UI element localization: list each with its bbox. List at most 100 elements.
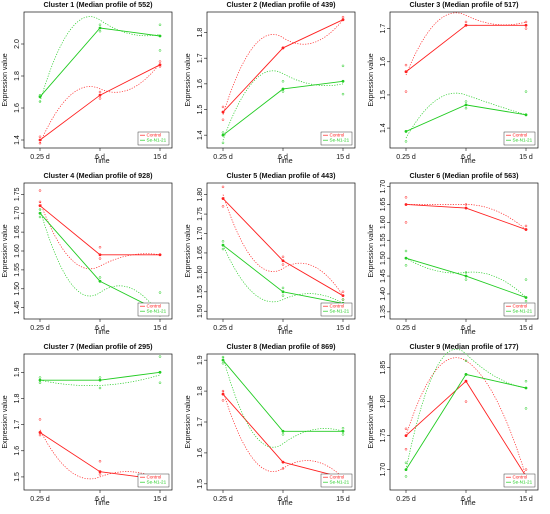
x-tick-label: 15 d [153,325,167,332]
replicate-point [38,418,42,421]
x-tick-label: 0.25 d [213,154,233,161]
y-axis-label: Expression value [368,53,375,106]
y-tick-label: 1.45 [380,269,387,283]
median-point [221,392,225,396]
fit-curve [405,348,527,470]
median-point [341,18,345,22]
median-point [404,468,408,471]
fit-curve [222,390,344,478]
plot-frame [389,11,539,149]
fit-curve [39,374,161,386]
y-tick-label: 1.80 [197,188,204,202]
replicate-point [158,355,162,358]
x-tick-label: 0.25 d [30,154,50,161]
replicate-point [404,264,408,267]
legend-box [503,302,536,317]
y-tick-label: 1.70 [380,180,387,194]
x-tick-label: 15 d [336,325,350,332]
x-tick-label: 6 d [95,496,105,503]
x-tick-label: 15 d [519,325,533,332]
y-tick-label: 1.65 [197,246,204,260]
fit-curve [222,19,344,115]
cluster-panel: Cluster 7 (Median profile of 295) 1.5 1.6 1… [0,342,183,513]
y-axis-label: Expression value [368,395,375,448]
x-axis-label: Time [277,329,292,336]
legend-label: Se-N1-21 [147,480,167,485]
chart-title: Cluster 9 (Median profile of 177) [409,342,519,351]
legend-label: Se-N1-21 [147,138,167,143]
chart-title: Cluster 4 (Median profile of 928) [43,171,153,180]
legend-box [137,473,170,488]
cluster-chart: Cluster 4 (Median profile of 928) 1.45 1.5… [2,171,173,336]
legend-label: Control [147,475,162,480]
x-tick-label: 6 d [461,154,471,161]
replicate-point [38,208,42,211]
plot-frame [23,182,173,320]
y-tick-label: 1.55 [380,233,387,247]
replicate-point [404,196,408,199]
replicate-point [281,80,285,83]
y-tick-label: 1.70 [14,206,21,220]
median-point [404,70,408,74]
legend-label: Control [330,133,345,138]
y-tick-label: 1.75 [380,429,387,443]
replicate-point [341,92,345,96]
y-tick-label: 1.50 [380,251,387,265]
y-tick-label: 1.4 [197,130,204,140]
fit-curve [222,70,344,141]
median-point [464,103,468,107]
median-line [405,104,527,132]
x-axis-label: Time [94,158,109,165]
y-tick-label: 1.8 [14,393,21,403]
plot-frame [23,353,173,491]
y-axis-label: Expression value [185,224,192,277]
replicate-point [158,291,162,294]
replicate-point [221,205,225,208]
legend-label: Se-N1-21 [513,138,533,143]
y-tick-label: 1.6 [14,446,21,456]
median-point [524,296,528,299]
median-point [158,370,162,374]
replicate-point [158,23,162,27]
x-axis-label: Time [277,158,292,165]
median-point [524,228,528,231]
replicate-point [404,221,408,224]
y-axis-label: Expression value [368,224,375,277]
replicate-point [464,359,468,363]
x-tick-label: 0.25 d [30,496,50,503]
y-axis-label: Expression value [2,395,9,448]
cluster-panel: Cluster 8 (Median profile of 869) 1.5 1.6 1… [183,342,366,513]
legend-label: Control [513,475,528,480]
replicate-point [464,271,468,274]
y-tick-label: 1.7 [197,417,204,427]
median-point [98,93,102,97]
cluster-chart: Cluster 9 (Median profile of 177) 1.70 1.7… [368,342,539,507]
median-point [98,470,102,474]
plot-frame [23,11,173,149]
median-point [341,294,345,298]
median-point [38,138,42,142]
y-tick-label: 1.85 [380,361,387,375]
x-tick-label: 0.25 d [213,325,233,332]
replicate-point [404,90,408,93]
legend-label: Control [330,304,345,309]
median-point [158,253,162,257]
replicate-point [404,63,408,67]
x-tick-label: 15 d [519,496,533,503]
replicate-point [404,140,408,143]
plot-frame [389,182,539,320]
replicate-point [98,23,102,27]
cluster-panel: Cluster 5 (Median profile of 443) 1.50 1.5… [183,171,366,342]
y-tick-label: 1.7 [380,24,387,34]
replicate-point [281,433,285,436]
replicate-point [404,249,408,253]
median-point [38,95,42,99]
legend-label: Se-N1-21 [330,138,350,143]
replicate-point [341,64,345,68]
y-tick-label: 1.75 [197,207,204,221]
median-line [405,24,526,73]
median-point [158,63,162,67]
replicate-point [38,376,42,379]
replicate-point [98,29,102,33]
replicate-point [221,389,225,393]
